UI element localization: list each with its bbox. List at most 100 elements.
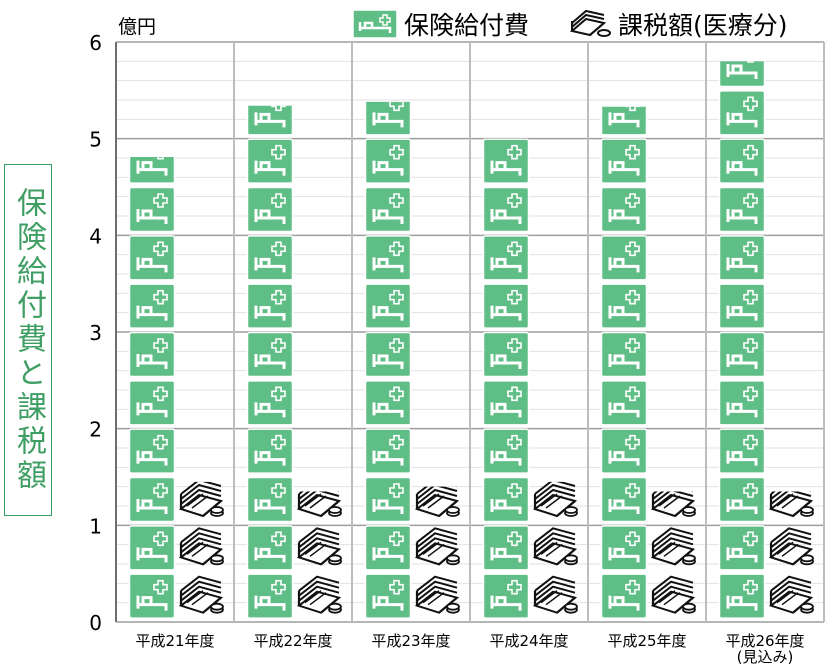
benefit-bar-1-icon (246, 476, 294, 523)
benefit-bar-0-icon (128, 234, 176, 282)
benefit-bar-3-icon (482, 572, 530, 620)
benefit-bar-1-icon (246, 282, 294, 330)
benefit-bar-4-icon (600, 524, 648, 572)
benefit-bar-1-icon (246, 186, 294, 233)
tax-bar-2-icon (415, 486, 460, 518)
y-tick-label: 1 (89, 514, 102, 538)
tax-bar-0-icon (179, 481, 224, 518)
tax-bar-0 (179, 481, 224, 614)
tax-bar-4 (651, 491, 696, 614)
y-tick-label: 3 (89, 321, 102, 345)
benefit-bar-4-icon (600, 106, 648, 137)
money-stack-icon (569, 9, 611, 37)
benefit-bar-0-icon (128, 524, 176, 572)
benefit-bar-1-icon (246, 331, 294, 378)
benefit-bar-3-icon (482, 331, 530, 378)
x-tick-label: 平成25年度 (607, 632, 686, 650)
benefit-bar-5-icon (718, 282, 766, 330)
y-tick-label: 5 (89, 128, 102, 152)
side-title-text: 保険給付費と課税額 (11, 187, 46, 493)
benefit-bar-4-icon (600, 427, 648, 475)
benefit-bar-0 (128, 157, 176, 620)
benefit-bar-3-icon (482, 186, 530, 233)
benefit-bar-5-icon (718, 427, 766, 475)
benefit-bar-2-icon (364, 476, 412, 523)
benefit-bar-4-icon (600, 572, 648, 620)
benefit-bar-1-icon (246, 572, 294, 620)
benefit-bar-5-icon (718, 137, 766, 185)
tax-bar-5-icon (769, 575, 814, 614)
benefit-bar-4-icon (600, 234, 648, 282)
benefit-bar-1-icon (246, 234, 294, 282)
tax-bar-1-icon (297, 491, 342, 518)
tax-bar-2-icon (415, 575, 460, 614)
y-tick-label: 2 (89, 418, 102, 442)
benefit-bar-5-icon (718, 572, 766, 620)
benefit-bar-5-icon (718, 89, 766, 137)
tax-bar-5 (769, 491, 814, 614)
benefit-bar-5-icon (718, 476, 766, 523)
x-tick-label: 平成24年度 (489, 632, 568, 650)
benefit-bar-5-icon (718, 524, 766, 572)
benefit-bar-3 (482, 138, 530, 620)
benefit-bar-1-icon (246, 137, 294, 185)
benefit-bar-1 (246, 105, 294, 620)
tax-bar-4-icon (651, 491, 696, 518)
benefit-bar-5-icon (718, 186, 766, 233)
y-tick-label: 4 (89, 224, 102, 248)
grid-layer (115, 41, 825, 623)
hospital-bed-icon (352, 9, 398, 39)
benefit-bar-5-icon (718, 379, 766, 427)
benefit-bar-3-icon (482, 234, 530, 282)
tax-bar-0-icon (179, 575, 224, 614)
benefit-bar-1-icon (246, 427, 294, 475)
benefit-bar-0-icon (128, 282, 176, 330)
x-tick-sublabel: (見込み) (737, 648, 794, 666)
tax-bar-1-icon (297, 527, 342, 566)
benefit-bar-3-icon (482, 524, 530, 572)
benefit-bar-2-icon (364, 234, 412, 282)
benefit-bar-3-icon (482, 427, 530, 475)
benefit-bar-4-icon (600, 379, 648, 427)
side-title: 保険給付費と課税額 (4, 164, 52, 516)
tax-bar-3-icon (533, 575, 578, 614)
x-tick-label: 平成23年度 (371, 632, 450, 650)
x-tick-label: 平成21年度 (135, 632, 214, 650)
y-tick-label: 0 (89, 611, 102, 635)
benefit-bar-5-icon (718, 234, 766, 282)
benefit-bar-2-icon (364, 186, 412, 233)
benefit-bar-2-icon (364, 282, 412, 330)
benefit-bar-4-icon (600, 282, 648, 330)
benefit-bar-2-icon (364, 101, 412, 137)
benefit-bar-0-icon (128, 427, 176, 475)
tax-bar-1 (297, 491, 342, 614)
legend-item-benefits: 保険給付費 (352, 6, 529, 42)
benefit-bar-3-icon (482, 138, 530, 185)
tax-bar-0-icon (179, 527, 224, 566)
benefit-bar-2-icon (364, 572, 412, 620)
benefit-bar-0-icon (128, 157, 176, 185)
benefit-bar-0-icon (128, 331, 176, 378)
benefit-bar-2 (364, 101, 412, 620)
benefit-bar-1-icon (246, 524, 294, 572)
benefit-bar-4-icon (600, 331, 648, 378)
benefit-bar-2-icon (364, 331, 412, 378)
benefit-bar-0-icon (128, 186, 176, 233)
benefit-bar-3-icon (482, 282, 530, 330)
benefit-bar-2-icon (364, 427, 412, 475)
tax-bar-3 (533, 481, 578, 614)
bars-layer (128, 61, 814, 620)
tax-bar-4-icon (651, 527, 696, 566)
benefit-bar-5-icon (718, 61, 766, 88)
benefit-bar-0-icon (128, 379, 176, 427)
benefit-bar-1-icon (246, 379, 294, 427)
benefit-bar-5 (718, 61, 766, 620)
tax-bar-3-icon (533, 481, 578, 518)
x-tick-label: 平成26年度 (725, 632, 804, 650)
tax-bar-5-icon (769, 527, 814, 566)
benefit-bar-1-icon (246, 105, 294, 137)
benefit-bar-4 (600, 106, 648, 620)
benefit-bar-4-icon (600, 137, 648, 185)
benefit-bar-2-icon (364, 524, 412, 572)
